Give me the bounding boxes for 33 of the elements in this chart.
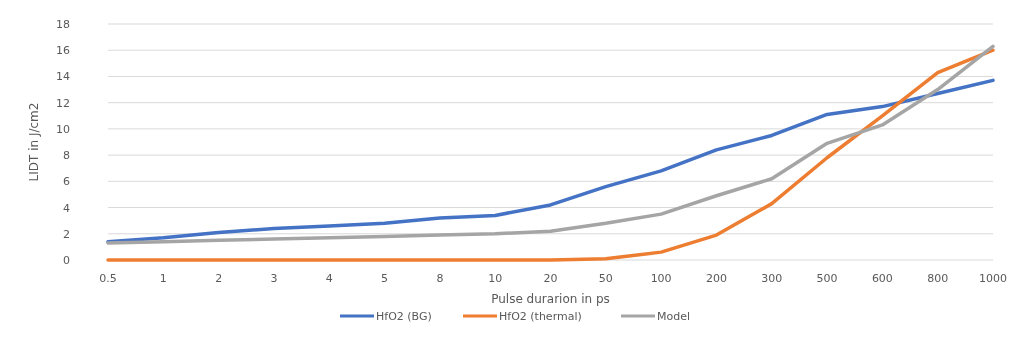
x-tick-label: 2	[215, 272, 223, 285]
x-tick-label: 800	[927, 272, 949, 285]
x-tick-label: 200	[705, 272, 727, 285]
x-tick-label: 1000	[979, 272, 1007, 285]
x-tick-label: 10	[488, 272, 503, 285]
y-axis-title: LIDT in J/cm2	[27, 102, 41, 182]
x-tick-label: 300	[761, 272, 783, 285]
x-tick-label: 5	[381, 272, 389, 285]
y-tick-label: 10	[56, 122, 70, 136]
x-tick-label: 1	[159, 272, 167, 285]
legend-label: HfO2 (thermal)	[499, 310, 582, 323]
y-tick-label: 8	[63, 149, 70, 163]
y-tick-label: 2	[63, 227, 70, 241]
x-tick-label: 600	[871, 272, 893, 285]
x-tick-label: 50	[598, 272, 613, 285]
x-tick-label: 4	[325, 272, 333, 285]
legend-label: Model	[657, 310, 691, 323]
y-tick-label: 18	[56, 18, 70, 31]
legend-label: HfO2 (BG)	[376, 310, 432, 323]
x-tick-label: 100	[650, 272, 672, 285]
y-tick-label: 16	[56, 44, 70, 58]
y-tick-label: 6	[63, 175, 70, 189]
x-tick-label: 20	[543, 272, 558, 285]
line-series	[106, 78, 995, 244]
y-tick-label: 12	[56, 96, 70, 110]
x-tick-label: 0.5	[99, 272, 117, 285]
y-tick-label: 4	[63, 201, 70, 215]
x-tick-label: 3	[270, 272, 278, 285]
y-tick-label: 0	[63, 254, 70, 267]
y-tick-label: 14	[56, 70, 70, 84]
x-tick-label: 8	[436, 272, 444, 285]
x-axis-title: Pulse durarion in ps	[491, 292, 610, 306]
x-tick-label: 500	[816, 272, 838, 285]
